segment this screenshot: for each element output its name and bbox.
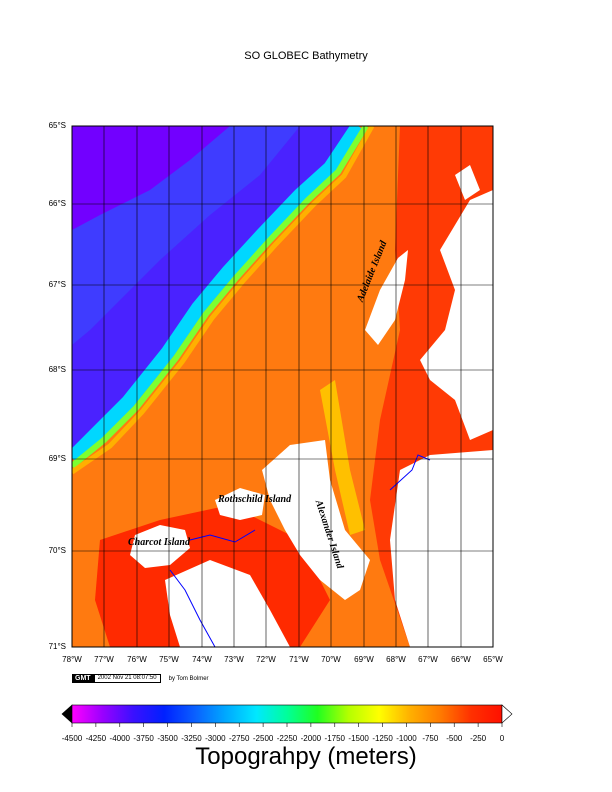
boundary-line-charcot — [189, 529, 256, 543]
slope-yellow-band — [72, 126, 375, 475]
colorbar-tick-label: -2750 — [228, 734, 250, 743]
colorbar-tick-label: -250 — [470, 734, 487, 743]
lon-label-68w: 68°W — [386, 655, 406, 664]
lon-label-73w: 73°W — [224, 655, 244, 664]
lon-label-72w: 72°W — [256, 655, 276, 664]
colorbar-tick-label: -1000 — [396, 734, 417, 743]
lat-label-66s: 66°S — [48, 199, 66, 208]
colorbar-tick-label: -4000 — [109, 734, 130, 743]
colorbar-under-triangle — [61, 704, 73, 724]
lat-label-71s: 71°S — [48, 642, 66, 651]
colorbar-tick-label: -2000 — [300, 734, 322, 743]
lon-label-74w: 74°W — [192, 655, 212, 664]
lon-label-75w: 75°W — [159, 655, 179, 664]
rothschild-island-label: Rothschild Island — [218, 494, 292, 505]
graticule — [72, 126, 493, 647]
lon-label-71w: 71°W — [289, 655, 309, 664]
colorbar-scale — [71, 704, 503, 724]
colorbar-tick-label: -1500 — [348, 734, 369, 743]
slope-green-band — [72, 126, 369, 469]
lon-label-67w: 67°W — [418, 655, 438, 664]
lat-label-69s: 69°S — [48, 454, 66, 463]
ice-shelf-south-land — [165, 560, 290, 647]
slope-cyan-band — [72, 126, 364, 463]
gmt-timestamp: GMT 2002 Nov 21 08:07:50 by Tom Bolmer — [72, 674, 209, 683]
lat-label-65s: 65°S — [48, 121, 66, 130]
boundary-line-south — [169, 569, 216, 647]
lon-label-70w: 70°W — [321, 655, 341, 664]
colorbar-tick-label: -3500 — [157, 734, 178, 743]
colorbar-ticks — [71, 723, 503, 727]
colorbar-title: Topograhpy (meters) — [195, 743, 417, 770]
lat-label-70s: 70°S — [48, 546, 66, 555]
map-frame — [71, 125, 494, 648]
rothschild-island-land — [215, 488, 265, 520]
gmt-date: 2002 Nov 21 08:07:50 — [93, 674, 161, 683]
colorbar-tick-label: -1250 — [372, 734, 393, 743]
colorbar-tick-label: -1750 — [324, 734, 345, 743]
colorbar-tick-label: -4250 — [85, 734, 107, 743]
gmt-logo: GMT — [72, 674, 94, 683]
colorbar-over-triangle — [501, 704, 513, 724]
map-title: SO GLOBEC Bathymetry — [244, 50, 368, 62]
alexander-island-land — [262, 440, 370, 600]
colorbar-tick-label: -3750 — [133, 734, 154, 743]
lon-label-76w: 76°W — [127, 655, 147, 664]
lon-label-66w: 66°W — [451, 655, 471, 664]
lat-label-67s: 67°S — [48, 280, 66, 289]
colorbar-tick-label: 0 — [499, 734, 505, 743]
colorbar-tick-label: -2250 — [276, 734, 298, 743]
colorbar-tick-label: -3250 — [181, 734, 202, 743]
colorbar-tick-label: -750 — [422, 734, 439, 743]
colorbar-tick-label: -2500 — [252, 734, 274, 743]
charcot-island-label: Charcot Island — [128, 537, 190, 548]
lon-label-65w: 65°W — [483, 655, 503, 664]
lat-label-68s: 68°S — [48, 365, 66, 374]
adelaide-island-land — [365, 250, 408, 345]
southeast-land — [390, 450, 493, 647]
colorbar-tick-label: -500 — [446, 734, 463, 743]
colorbar-tick-label: -4500 — [61, 734, 83, 743]
lon-label-78w: 78°W — [62, 655, 82, 664]
boundary-line-east — [389, 454, 431, 491]
lon-label-77w: 77°W — [94, 655, 114, 664]
charcot-island-land — [130, 525, 190, 568]
lon-label-69w: 69°W — [354, 655, 374, 664]
colorbar-tick-label: -3000 — [205, 734, 226, 743]
mainland-east-land — [420, 190, 493, 440]
gmt-author: by Tom Bolmer — [168, 675, 209, 682]
